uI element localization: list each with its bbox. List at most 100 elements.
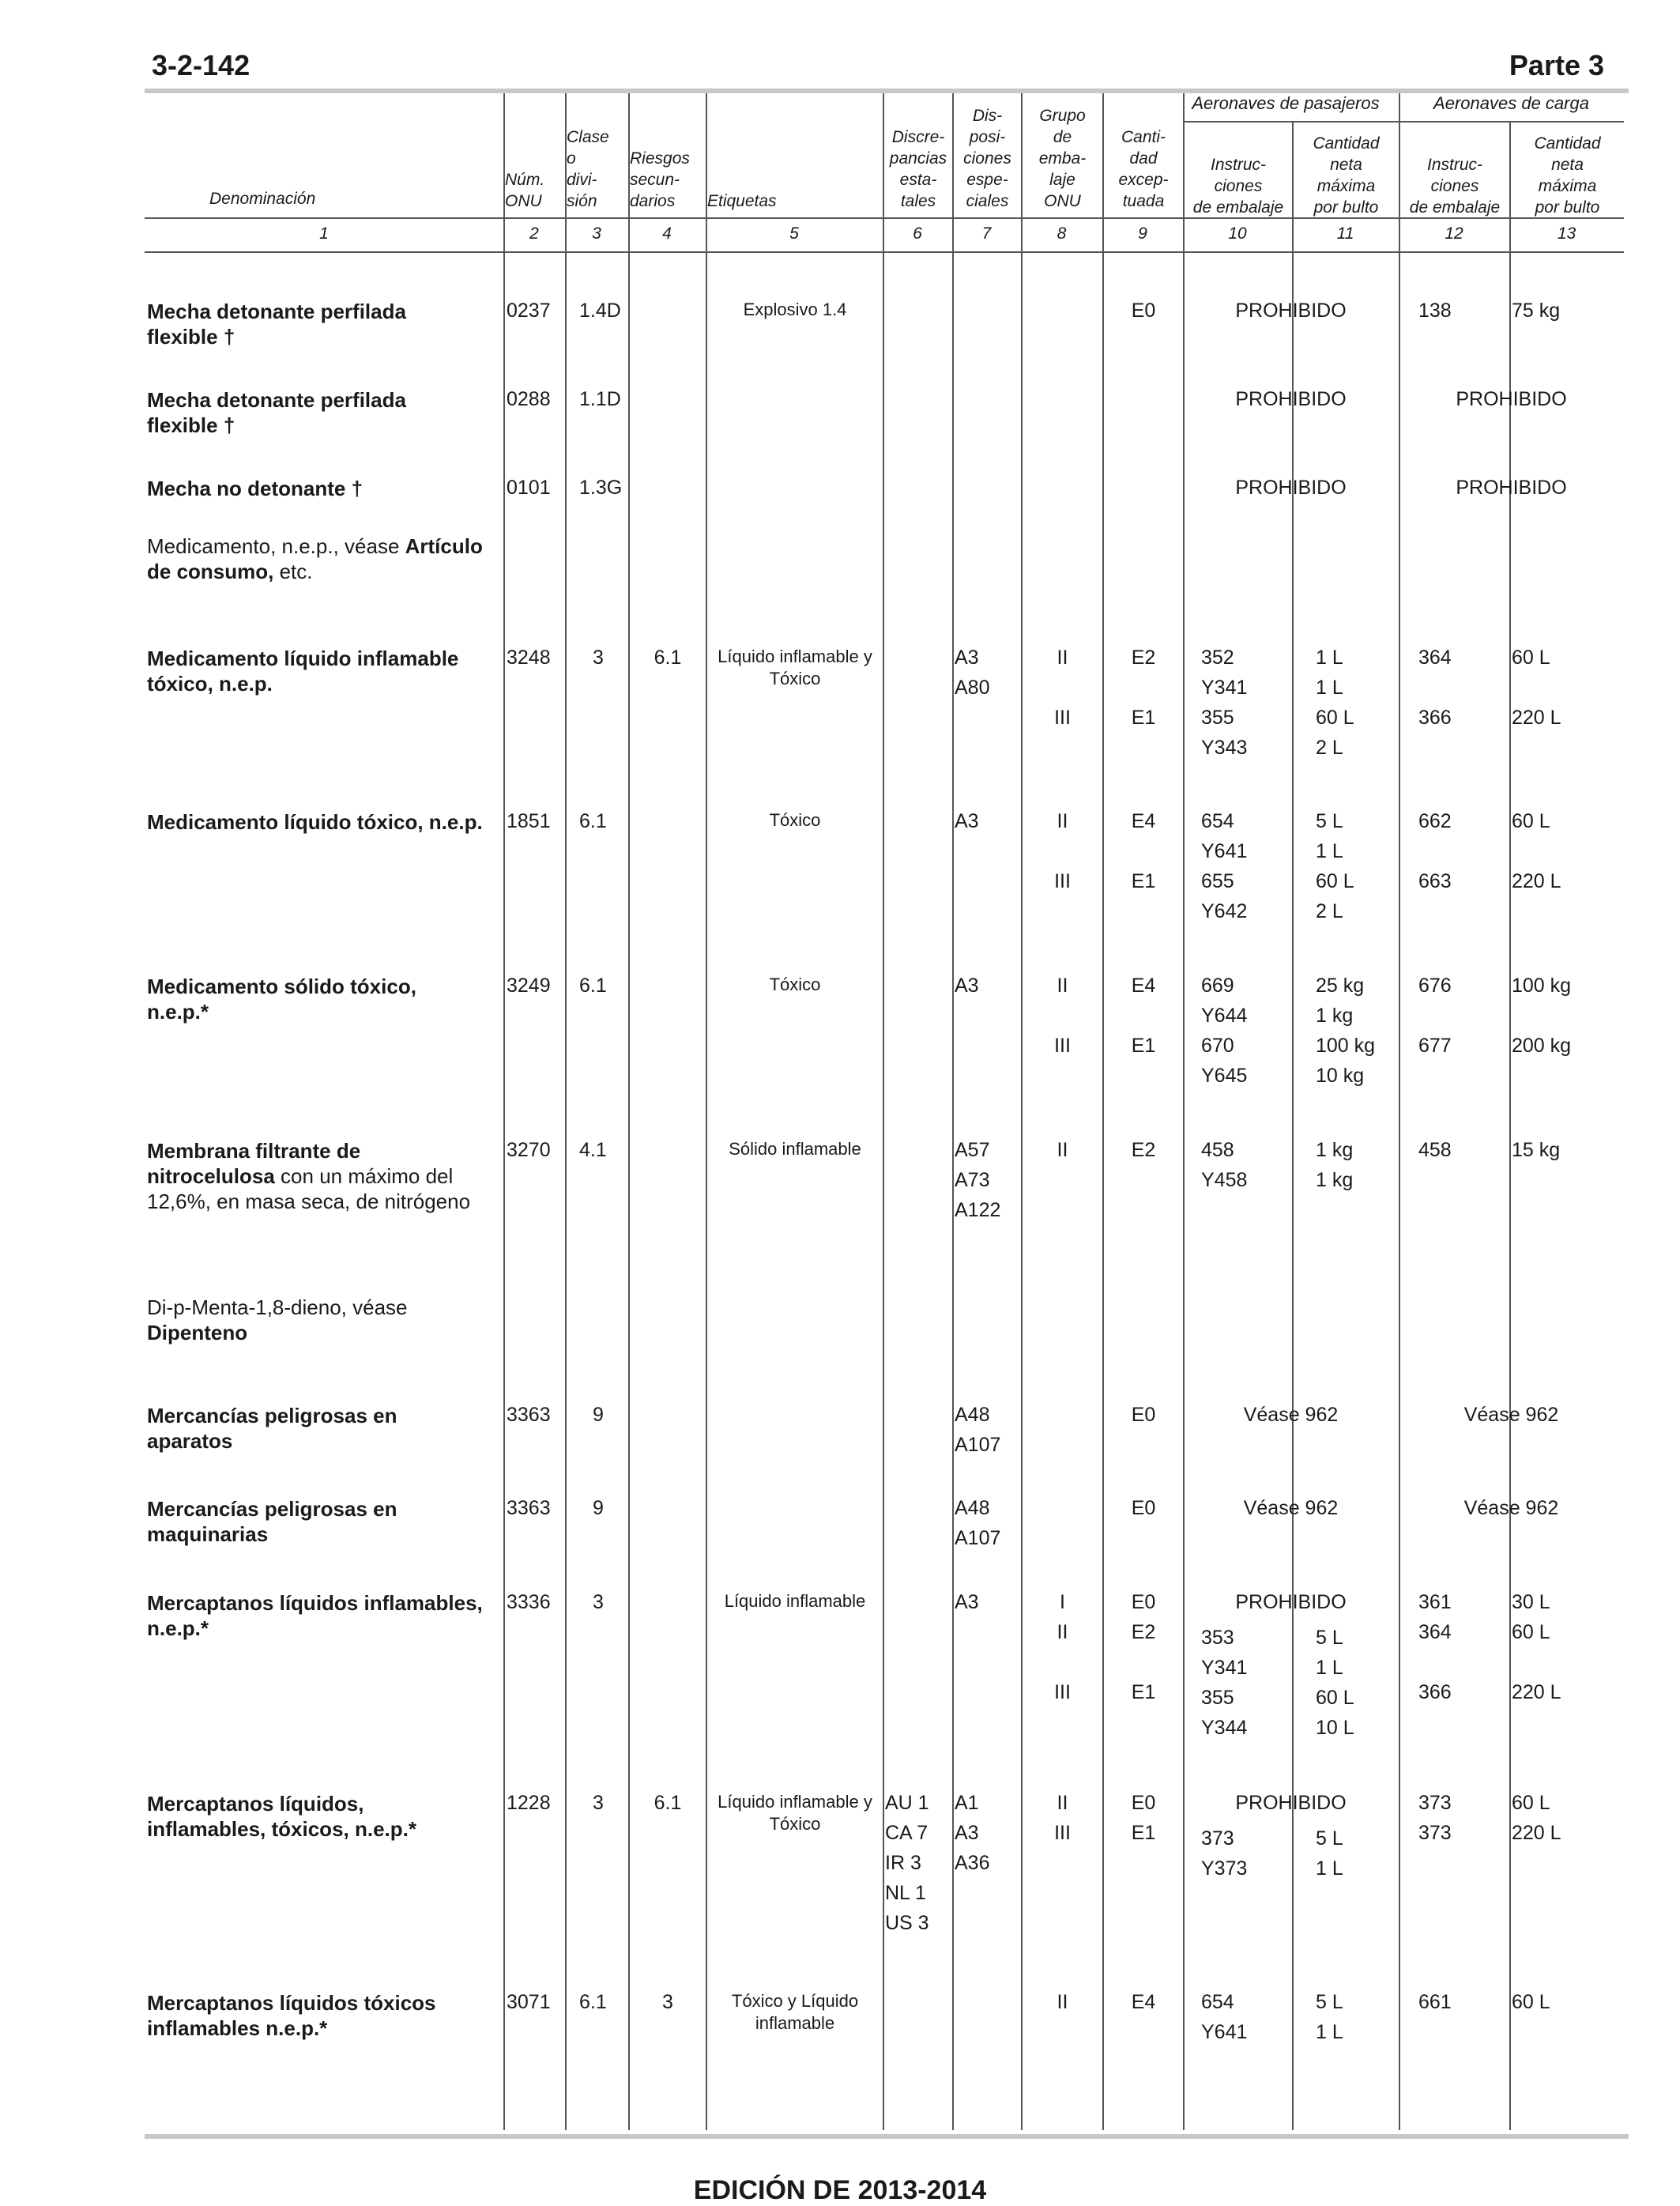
column-divider xyxy=(1292,121,1294,2130)
column-number: 1 xyxy=(319,224,329,243)
column-divider xyxy=(883,93,884,2130)
max-net-cargo: 60 L xyxy=(1512,1792,1550,1814)
class-division: 9 xyxy=(593,1497,604,1519)
state-variation: AU 1 xyxy=(885,1792,929,1814)
max-net-passenger: 1 kg xyxy=(1316,1005,1354,1027)
packing-instruction-passenger: Y341 xyxy=(1201,677,1248,699)
packing-instruction-passenger: Y641 xyxy=(1201,840,1248,862)
entry-name: Mecha detonante perfilada flexible † xyxy=(147,300,406,349)
packing-group: II xyxy=(1057,1621,1068,1643)
header-cantidad_exceptuada: Canti-dad excep-tuada xyxy=(1118,128,1169,210)
header-instrucciones-carga: Instruc-ciones de embalaje xyxy=(1409,156,1501,217)
entry-name: Medicamento líquido inflamable tóxico, n.… xyxy=(147,647,459,696)
max-net-passenger: 1 L xyxy=(1316,1657,1343,1679)
column-divider xyxy=(706,93,707,2130)
column-number: 5 xyxy=(789,224,799,243)
max-net-passenger: 5 L xyxy=(1316,1991,1343,2013)
packing-instruction-passenger: Y343 xyxy=(1201,737,1248,759)
hazard-label: Líquido inflamable y Tóxico xyxy=(718,647,872,688)
packing-instruction-cargo: 373 xyxy=(1418,1792,1452,1814)
max-net-passenger: 5 L xyxy=(1316,1627,1343,1649)
passenger-note: PROHIBIDO xyxy=(1235,1792,1347,1814)
class-division: 6.1 xyxy=(579,975,607,997)
state-variation: CA 7 xyxy=(885,1822,929,1844)
special-provision: A3 xyxy=(955,647,979,669)
packing-instruction-passenger: Y341 xyxy=(1201,1657,1248,1679)
class-division: 1.3G xyxy=(579,477,623,499)
class-division: 1.1D xyxy=(579,388,621,410)
packing-instruction-passenger: Y641 xyxy=(1201,2021,1248,2043)
passenger-note: PROHIBIDO xyxy=(1235,1591,1347,1613)
entry-name: Mercancías peligrosas en aparatos xyxy=(147,1404,397,1453)
subsidiary-risk: 3 xyxy=(662,1991,673,2013)
max-net-passenger: 100 kg xyxy=(1316,1035,1376,1057)
un-number: 3248 xyxy=(507,647,551,669)
excepted-quantity: E1 xyxy=(1131,707,1156,729)
max-net-cargo: 60 L xyxy=(1512,810,1550,832)
packing-instruction-passenger: 458 xyxy=(1201,1139,1234,1161)
packing-instruction-passenger: Y644 xyxy=(1201,1005,1248,1027)
packing-instruction-cargo: 663 xyxy=(1418,870,1452,892)
header-carga: Aeronaves de carga xyxy=(1433,93,1589,113)
max-net-passenger: 25 kg xyxy=(1316,975,1365,997)
packing-instruction-cargo: 676 xyxy=(1418,975,1452,997)
max-net-passenger: 1 L xyxy=(1316,2021,1343,2043)
max-net-cargo: 30 L xyxy=(1512,1591,1550,1613)
packing-instruction-passenger: 669 xyxy=(1201,975,1234,997)
packing-instruction-cargo: 361 xyxy=(1418,1591,1452,1613)
excepted-quantity: E0 xyxy=(1131,1591,1156,1613)
packing-group: II xyxy=(1057,975,1068,997)
passenger-note: PROHIBIDO xyxy=(1235,388,1347,410)
excepted-quantity: E1 xyxy=(1131,1822,1156,1844)
column-number: 3 xyxy=(592,224,601,243)
max-net-passenger: 10 L xyxy=(1316,1717,1354,1739)
special-provision: A3 xyxy=(955,1591,979,1613)
column-number: 7 xyxy=(981,224,992,243)
excepted-quantity: E1 xyxy=(1131,1681,1156,1703)
un-number: 0288 xyxy=(507,388,551,410)
subsidiary-risk: 6.1 xyxy=(654,647,682,669)
packing-instruction-cargo: 661 xyxy=(1418,1991,1452,2013)
special-provision: A80 xyxy=(955,677,990,699)
entry-name: Mecha no detonante † xyxy=(147,477,363,500)
entry-name: Membrana filtrante de nitrocelulosa con u… xyxy=(147,1139,471,1213)
packing-instruction-passenger: Y645 xyxy=(1201,1065,1248,1087)
entry-name: Medicamento sólido tóxico, n.e.p.* xyxy=(147,975,416,1024)
cargo-note: PROHIBIDO xyxy=(1456,477,1567,499)
packing-instruction-cargo: 364 xyxy=(1418,1621,1452,1643)
column-number: 6 xyxy=(913,224,922,243)
max-net-cargo: 220 L xyxy=(1512,707,1561,729)
excepted-quantity: E2 xyxy=(1131,1621,1156,1643)
column-number: 10 xyxy=(1228,224,1247,243)
entry-reference: Medicamento, n.e.p., véase Artículo de co… xyxy=(147,534,483,583)
max-net-cargo: 100 kg xyxy=(1512,975,1572,997)
column-divider xyxy=(1509,121,1511,2130)
header-instrucciones: Instruc-ciones de embalaje xyxy=(1192,156,1284,217)
packing-instruction-passenger: 654 xyxy=(1201,810,1234,832)
packing-instruction-cargo: 364 xyxy=(1418,647,1452,669)
class-division: 3 xyxy=(593,1591,604,1613)
packing-instruction-passenger: Y344 xyxy=(1201,1717,1248,1739)
packing-instruction-passenger: 654 xyxy=(1201,1991,1234,2013)
max-net-passenger: 1 kg xyxy=(1316,1169,1354,1191)
column-number: 2 xyxy=(529,224,539,243)
column-divider xyxy=(628,93,630,2130)
packing-instruction-passenger: 355 xyxy=(1201,1687,1234,1709)
header-num_onu: Núm. ONU xyxy=(505,171,545,210)
column-number: 13 xyxy=(1557,224,1576,243)
packing-group: III xyxy=(1054,707,1071,729)
packing-group: III xyxy=(1054,870,1071,892)
packing-instruction-cargo: 458 xyxy=(1418,1139,1452,1161)
un-number: 3336 xyxy=(507,1591,551,1613)
passenger-note: Véase 962 xyxy=(1243,1497,1339,1519)
header-disposiciones: Dis-posi-ciones espe-ciales xyxy=(963,107,1011,210)
max-net-passenger: 1 kg xyxy=(1316,1139,1354,1161)
excepted-quantity: E2 xyxy=(1131,647,1156,669)
header-cantidad_neta: Cantidad neta máxima por bulto xyxy=(1313,134,1380,217)
hazard-label: Sólido inflamable xyxy=(729,1139,861,1159)
packing-group: I xyxy=(1060,1591,1065,1613)
header-discrepancias: Discre-pancias esta-tales xyxy=(889,128,947,210)
packing-group: II xyxy=(1057,1792,1068,1814)
packing-group: III xyxy=(1054,1035,1071,1057)
packing-instruction-passenger: Y458 xyxy=(1201,1169,1248,1191)
